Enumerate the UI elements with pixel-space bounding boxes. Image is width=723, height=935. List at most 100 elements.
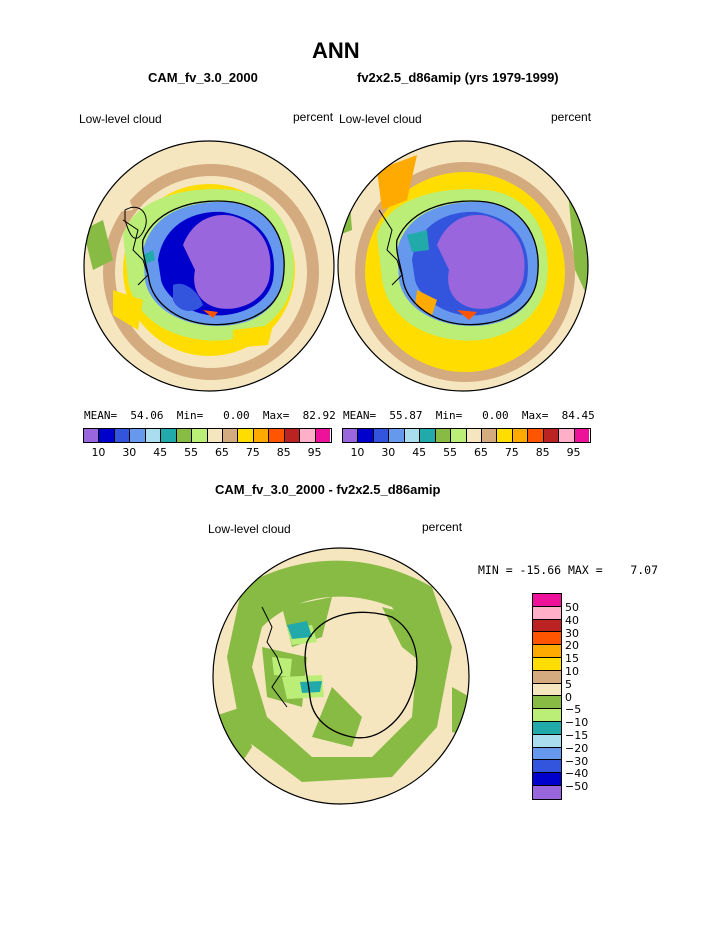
right-min-value: 0.00: [482, 409, 509, 422]
left-colorbar-ticks: 10 30 45 55 65 75 85 95: [83, 444, 330, 460]
left-colorbar: [83, 428, 332, 443]
diff-panel-subtitle: CAM_fv_3.0_2000 - fv2x2.5_d86amip: [215, 482, 441, 497]
left-colorbar-tick-label: 45: [153, 446, 168, 459]
diff-panel-units: percent: [422, 520, 463, 534]
diff-colorbar-swatch: [533, 785, 561, 799]
left-colorbar-swatch: [99, 429, 115, 442]
left-panel-subtitle: CAM_fv_3.0_2000: [148, 70, 258, 85]
diff-colorbar-tick-label: −15: [565, 729, 589, 742]
right-colorbar-swatch: [512, 429, 529, 442]
diff-colorbar-tick-label: 50: [565, 601, 579, 614]
right-colorbar-swatch: [451, 429, 467, 442]
diff-colorbar-ticks: 50 40 30 20 15 10 5 0 −5 −10 −15 −20 −30 −40 −50: [565, 598, 605, 803]
right-max-value: 84.45: [561, 409, 595, 422]
diff-colorbar-swatch: [533, 657, 561, 671]
diff-colorbar-swatch: [533, 645, 561, 658]
right-max-label: Max=: [521, 409, 549, 422]
right-colorbar-tick-label: 10: [350, 446, 365, 459]
diff-colorbar-swatch: [533, 696, 561, 710]
diff-colorbar-tick-label: 10: [565, 665, 579, 678]
left-colorbar-tick-label: 65: [214, 446, 229, 459]
diff-colorbar-swatch: [533, 594, 561, 607]
left-colorbar-swatch: [238, 429, 254, 442]
diff-colorbar-swatch: [533, 721, 561, 735]
diff-colorbar-tick-label: 20: [565, 639, 579, 653]
left-min-label: Min=: [176, 409, 204, 422]
right-colorbar-swatch: [574, 429, 589, 442]
right-colorbar-swatch: [389, 429, 405, 442]
diff-minmax: MIN = -15.66 MAX = 7.07: [478, 563, 659, 577]
left-colorbar-swatch: [84, 429, 100, 442]
right-colorbar-tick-label: 75: [504, 446, 519, 459]
left-colorbar-swatch: [176, 429, 193, 442]
right-colorbar-tick-label: 65: [473, 446, 488, 459]
right-colorbar-swatch: [528, 429, 544, 442]
right-colorbar-swatch: [404, 429, 421, 442]
diff-colorbar-swatch: [533, 632, 561, 646]
left-colorbar-tick-label: 55: [184, 446, 199, 459]
left-colorbar-swatch: [315, 429, 330, 442]
right-colorbar-tick-label: 45: [412, 446, 427, 459]
left-panel-variable-label: Low-level cloud: [79, 112, 162, 126]
left-colorbar-swatch: [253, 429, 270, 442]
diff-colorbar-swatch: [533, 619, 561, 633]
diff-colorbar-tick-label: 40: [565, 613, 579, 627]
right-polar-map: [337, 140, 589, 392]
diff-colorbar-tick-label: −20: [565, 741, 589, 755]
diff-colorbar: [532, 593, 562, 800]
diff-colorbar-tick-label: 0: [565, 690, 572, 704]
left-colorbar-swatch: [192, 429, 208, 442]
left-mean-label: MEAN=: [84, 409, 118, 422]
diff-colorbar-swatch: [533, 773, 561, 786]
left-colorbar-swatch: [269, 429, 285, 442]
right-panel-units: percent: [551, 110, 592, 124]
right-colorbar: [342, 428, 591, 443]
left-colorbar-swatch: [161, 429, 177, 442]
left-min-value: 0.00: [223, 409, 250, 422]
right-colorbar-swatch: [435, 429, 452, 442]
right-colorbar-swatch: [420, 429, 436, 442]
diff-colorbar-tick-label: −40: [565, 767, 589, 781]
diff-colorbar-swatch: [533, 760, 561, 774]
diff-colorbar-tick-label: −10: [565, 716, 589, 730]
left-colorbar-tick-label: 85: [276, 446, 291, 459]
left-colorbar-tick-label: 75: [245, 446, 260, 459]
left-colorbar-swatch: [207, 429, 223, 442]
left-colorbar-tick-label: 95: [307, 446, 322, 459]
right-colorbar-swatch: [481, 429, 498, 442]
left-colorbar-swatch: [300, 429, 316, 442]
diff-colorbar-tick-label: −30: [565, 754, 589, 768]
left-mean-value: 54.06: [130, 409, 164, 422]
diff-colorbar-swatch: [533, 734, 561, 748]
diff-colorbar-swatch: [533, 747, 561, 761]
diff-colorbar-swatch: [533, 709, 561, 722]
right-colorbar-swatch: [343, 429, 359, 442]
left-polar-map: [83, 140, 335, 392]
left-colorbar-swatch: [145, 429, 162, 442]
diff-colorbar-swatch: [533, 670, 561, 684]
right-panel-variable-label: Low-level cloud: [339, 112, 422, 126]
right-colorbar-swatch: [543, 429, 560, 442]
diff-colorbar-swatch: [533, 606, 561, 620]
diff-colorbar-swatch: [533, 683, 561, 697]
right-colorbar-tick-label: 55: [443, 446, 458, 459]
diff-colorbar-tick-label: 30: [565, 626, 579, 640]
right-colorbar-tick-label: 30: [381, 446, 396, 459]
left-panel-units: percent: [293, 110, 334, 124]
diff-colorbar-tick-label: −50: [565, 780, 589, 794]
left-colorbar-swatch: [284, 429, 301, 442]
left-max-value: 82.92: [302, 409, 336, 422]
right-colorbar-ticks: 10 30 45 55 65 75 85 95: [342, 444, 589, 460]
right-colorbar-swatch: [358, 429, 374, 442]
right-colorbar-swatch: [559, 429, 575, 442]
diff-panel-variable-label: Low-level cloud: [208, 522, 291, 536]
right-colorbar-swatch: [497, 429, 513, 442]
right-mean-label: MEAN=: [343, 409, 377, 422]
right-colorbar-swatch: [466, 429, 482, 442]
left-colorbar-tick-label: 10: [91, 446, 106, 459]
left-colorbar-swatch: [130, 429, 146, 442]
right-colorbar-swatch: [373, 429, 390, 442]
left-colorbar-tick-label: 30: [122, 446, 137, 459]
left-colorbar-swatch: [114, 429, 131, 442]
right-panel-subtitle: fv2x2.5_d86amip (yrs 1979-1999): [357, 70, 559, 85]
